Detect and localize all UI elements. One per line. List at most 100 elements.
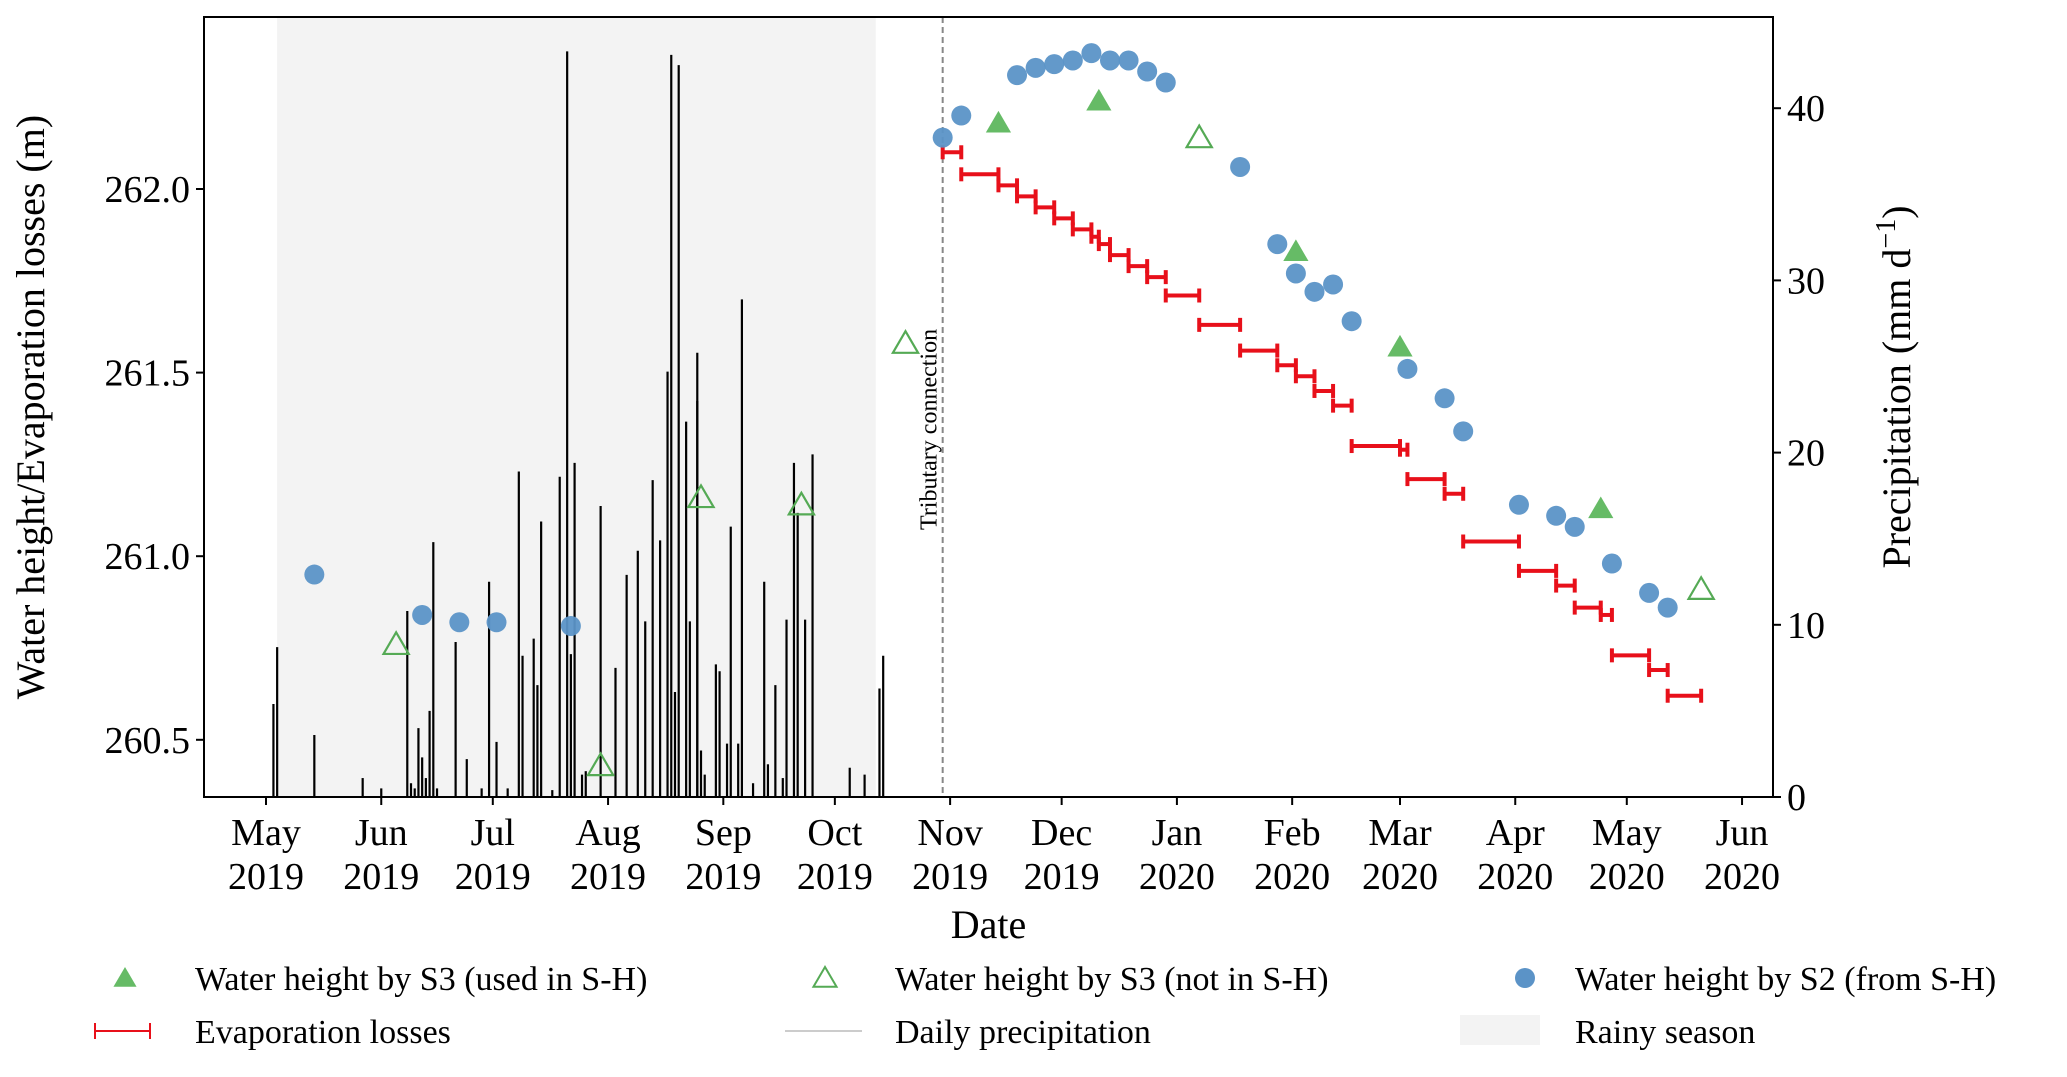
evaporation-range <box>1312 383 1336 398</box>
evaporation-range <box>1197 317 1243 332</box>
s3-used-point <box>1086 88 1112 111</box>
tributary-connection-label: Tributary connection <box>917 329 943 530</box>
s2-point <box>1285 263 1306 284</box>
x-tick-label-month: Feb <box>1264 812 1321 854</box>
s2-point <box>486 612 507 633</box>
s3-not-used-point <box>1184 123 1214 149</box>
x-tick-label-month: Jun <box>1716 812 1769 854</box>
legend-label: Daily precipitation <box>895 1014 1151 1051</box>
x-tick-label-month: Oct <box>807 812 862 854</box>
left-y-tick-label: 261.0 <box>105 536 191 578</box>
left-y-tick-label: 260.5 <box>105 720 191 762</box>
evaporation-range <box>1397 442 1410 457</box>
x-tick-label-year: 2019 <box>912 856 988 898</box>
precipitation-stems <box>272 51 885 797</box>
evaporation-range <box>1647 663 1670 678</box>
x-tick-label-year: 2019 <box>685 856 761 898</box>
legend-item: Water height by S2 (from S-H) <box>1515 961 1996 998</box>
x-tick-label-year: 2019 <box>570 856 646 898</box>
s2-point <box>1137 61 1158 82</box>
x-tick-label-month: Jan <box>1152 812 1203 854</box>
s2-point <box>1434 388 1455 409</box>
right-y-tick-label: 30 <box>1787 260 1825 302</box>
x-tick-label-year: 2020 <box>1362 856 1438 898</box>
x-tick-label-year: 2019 <box>343 856 419 898</box>
s2-point <box>1546 505 1567 526</box>
s3-not-used-water-height-series <box>381 123 1716 777</box>
s3-not-used-point <box>786 490 816 516</box>
x-tick-label-month: Apr <box>1486 812 1545 854</box>
x-tick-label-month: Dec <box>1031 812 1092 854</box>
evaporation-range <box>1665 688 1704 703</box>
x-axis-title: Date <box>951 902 1027 947</box>
x-tick-label-month: Sep <box>695 812 752 854</box>
legend-label: Water height by S2 (from S-H) <box>1575 961 1996 998</box>
right-y-axis-title-sup: −1 <box>1871 219 1902 249</box>
right-y-tick-label: 40 <box>1787 88 1825 130</box>
s2-point <box>1099 50 1120 71</box>
right-y-tick-label: 0 <box>1787 777 1806 819</box>
s3-not-used-point <box>1686 575 1716 600</box>
s2-point <box>1453 421 1474 442</box>
s2-point <box>304 564 325 585</box>
evaporation-range <box>1554 578 1577 593</box>
s2-point <box>1081 43 1102 64</box>
evaporation-range <box>1052 211 1075 226</box>
evaporation-range <box>1015 189 1038 204</box>
evaporation-range <box>1442 486 1466 501</box>
s2-point <box>1155 72 1176 93</box>
s2-point <box>1397 358 1418 379</box>
patch-icon <box>1460 1015 1540 1045</box>
s2-point <box>1508 494 1529 515</box>
s2-point <box>1564 516 1585 537</box>
s2-point <box>1267 234 1288 255</box>
legend-item: Evaporation losses <box>94 1014 451 1051</box>
legend-label: Rainy season <box>1575 1014 1755 1051</box>
x-tick-label-year: 2019 <box>455 856 531 898</box>
evaporation-range <box>1516 563 1559 578</box>
x-tick-label-year: 2020 <box>1704 856 1780 898</box>
s2-point <box>1657 597 1678 618</box>
s2-point <box>1062 50 1083 71</box>
legend-item: Water height by S3 (not in S-H) <box>811 961 1329 998</box>
evaporation-range <box>1033 200 1057 215</box>
s3-used-water-height-series <box>985 88 1614 519</box>
s2-point <box>449 612 470 633</box>
evaporation-range <box>1461 534 1521 549</box>
s2-point <box>560 615 581 636</box>
evaporation-range <box>1126 259 1150 274</box>
evaporation-losses-series <box>940 145 1704 703</box>
evaporation-range <box>1331 398 1354 413</box>
evaporation-range <box>1145 270 1168 285</box>
evaporation-range <box>1293 369 1317 384</box>
evaporation-range <box>1163 288 1202 303</box>
s2-point <box>1323 274 1344 295</box>
right-y-axis-title-close: ) <box>1874 205 1919 218</box>
legend: Water height by S3 (used in S-H) Water he… <box>94 961 1996 1051</box>
s2-point <box>1304 281 1325 302</box>
s3-used-point <box>985 110 1012 133</box>
x-tick-label-month: Nov <box>917 812 982 854</box>
legend-item: Rainy season <box>1460 1014 1755 1051</box>
s3-not-used-point <box>686 483 716 509</box>
x-axis-ticks: May2019Jun2019Jul2019Aug2019Sep2019Oct20… <box>228 797 1780 898</box>
triangle-open-icon <box>811 965 839 988</box>
right-y-axis-ticks: 0 10 20 30 40 <box>1773 88 1825 819</box>
s2-point <box>1639 582 1660 603</box>
right-y-axis-title-base: Precipitation (mm d <box>1874 249 1919 569</box>
x-tick-label-year: 2020 <box>1477 856 1553 898</box>
s2-point <box>1007 65 1028 86</box>
left-y-tick-label: 261.5 <box>105 353 191 395</box>
s3-used-point <box>1283 239 1309 262</box>
s3-not-used-point <box>890 329 921 354</box>
x-tick-label-month: Aug <box>575 812 640 854</box>
s2-point <box>932 127 953 148</box>
x-tick-label-year: 2020 <box>1139 856 1215 898</box>
evaporation-range <box>1405 472 1447 487</box>
legend-label: Water height by S3 (used in S-H) <box>195 961 647 998</box>
triangle-filled-icon <box>113 967 137 987</box>
x-tick-label-month: Jul <box>471 812 515 854</box>
x-tick-label-year: 2019 <box>797 856 873 898</box>
s3-not-used-point <box>586 751 616 777</box>
s2-point <box>1044 54 1065 75</box>
